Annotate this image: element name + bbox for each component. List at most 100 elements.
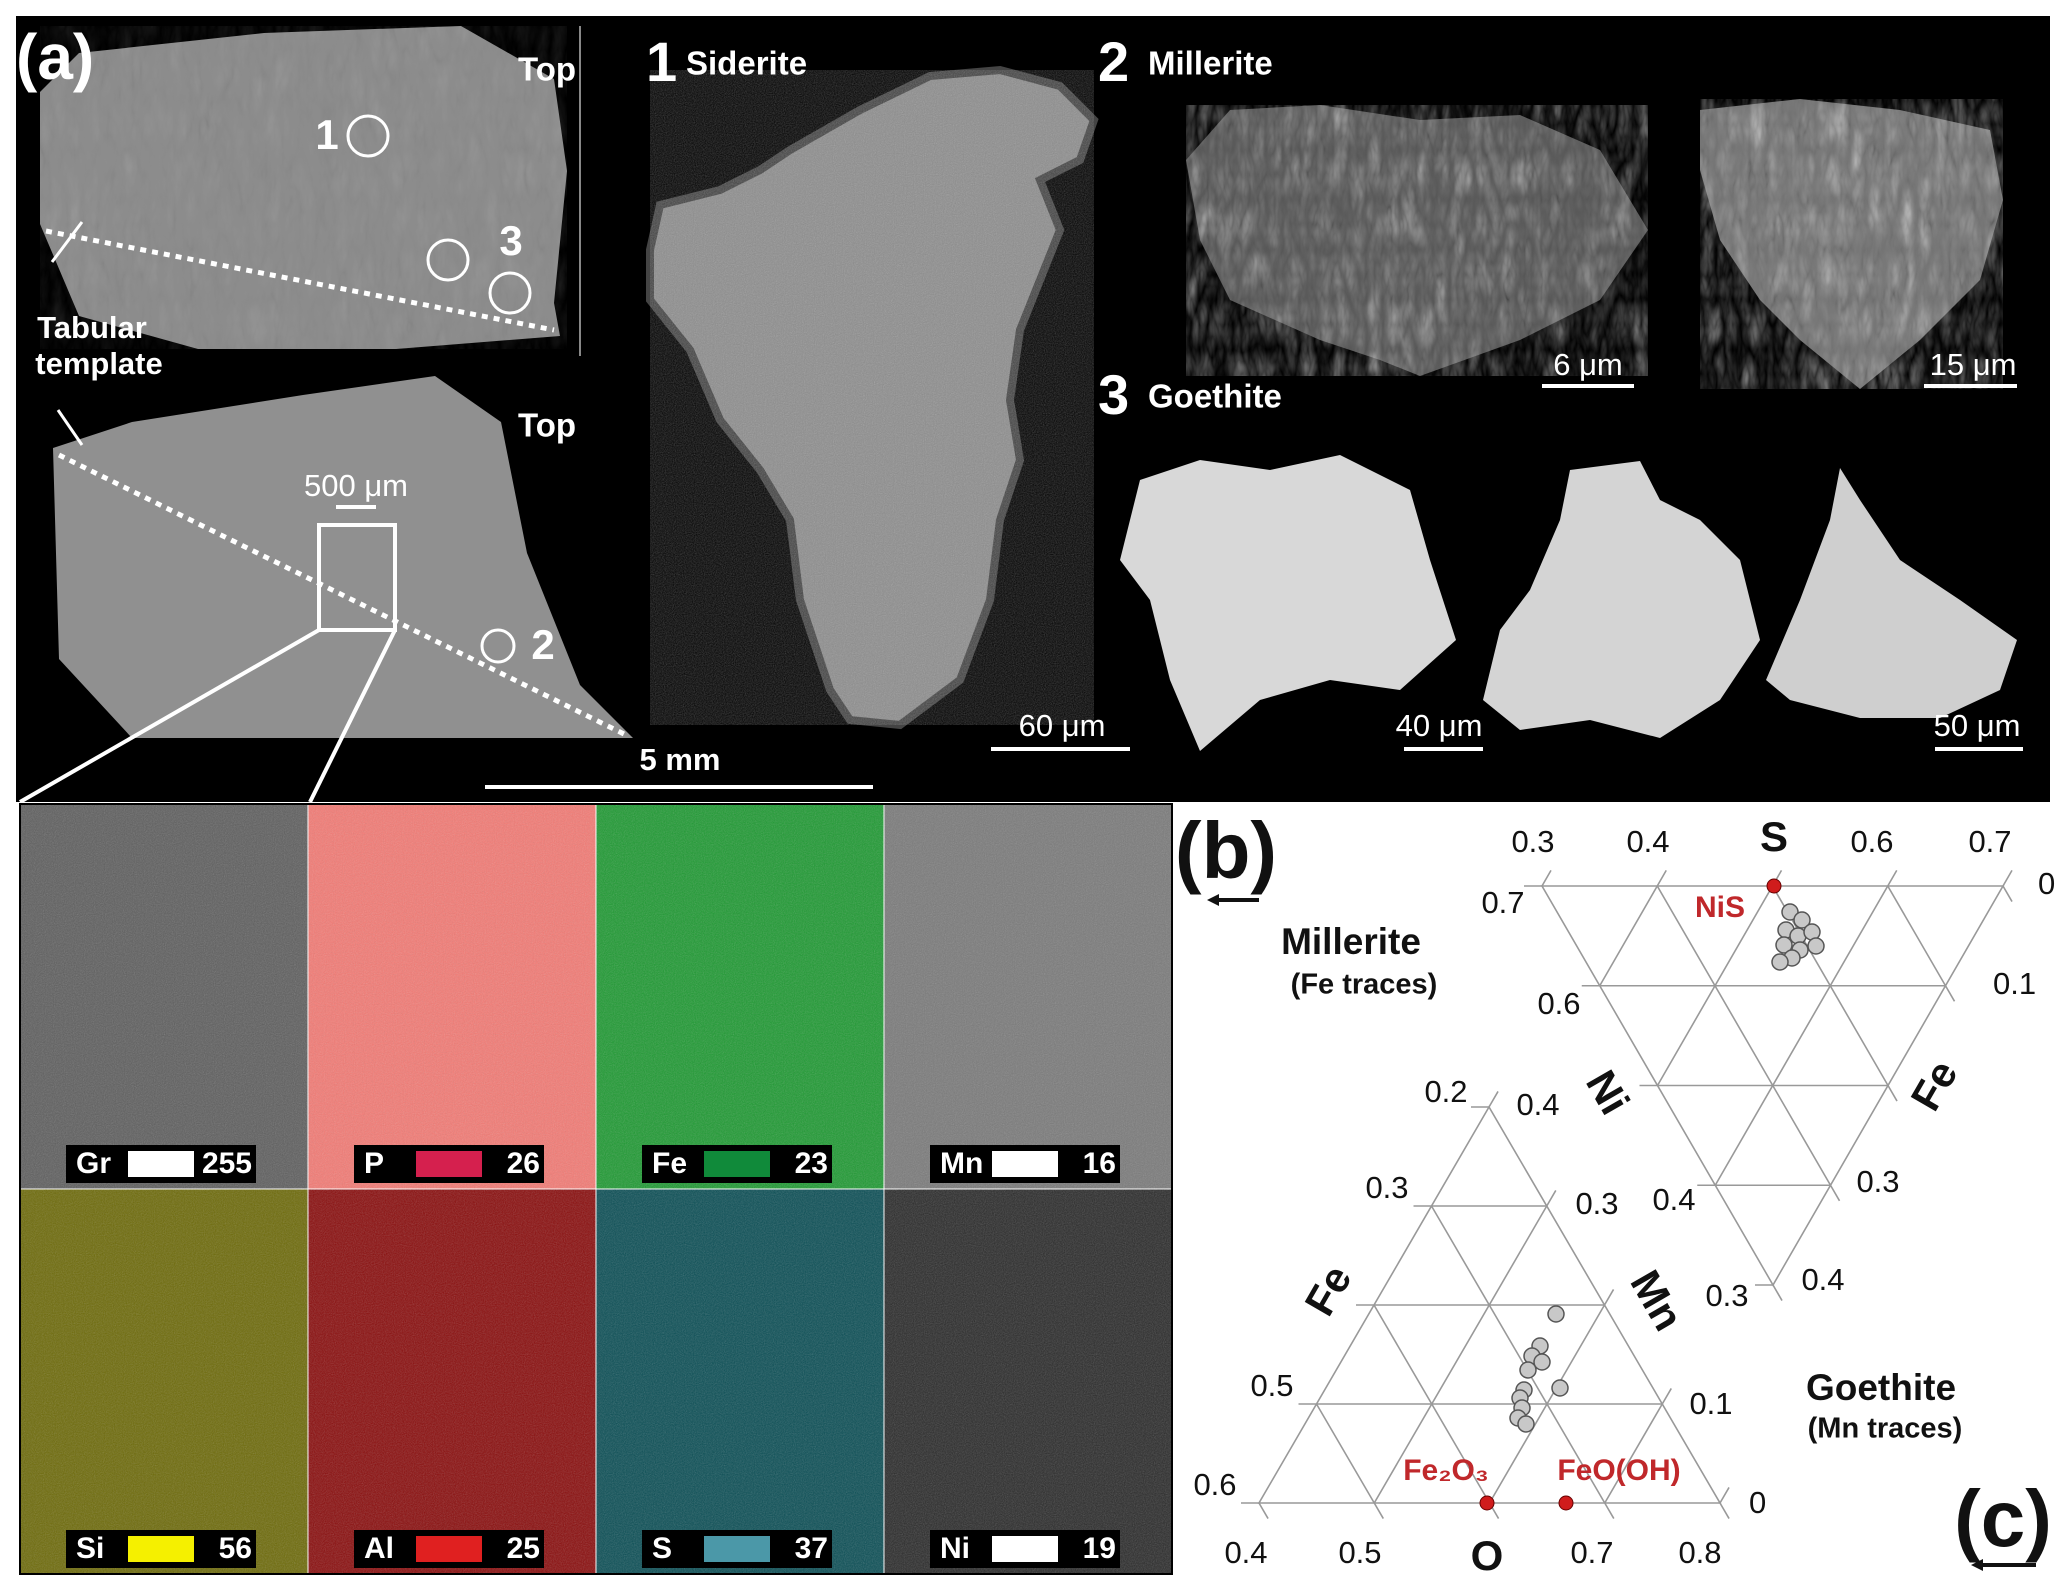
count-label: 23: [795, 1147, 828, 1180]
ternary-tick: [1772, 1284, 1783, 1301]
color-swatch: [992, 1151, 1058, 1177]
ternary-tick: [1719, 1487, 1730, 1504]
count-label: 37: [795, 1532, 828, 1565]
ternary-grid-line: [1488, 1304, 1606, 1504]
ternary-grid-line: [1373, 1205, 1548, 1504]
reference-label: Fe₂O₃: [1403, 1454, 1489, 1487]
color-swatch: [704, 1151, 770, 1177]
ternary-tick: [1603, 1289, 1615, 1306]
map-texture: [308, 1189, 596, 1574]
mineral-number: 2: [1098, 30, 1129, 93]
ternary-subtitle: (Mn traces): [1808, 1413, 1963, 1445]
ternary-tick: [1887, 1085, 1898, 1102]
tick-label: 0.5: [1250, 1368, 1293, 1403]
tick-label: 0.3: [1705, 1278, 1748, 1313]
ternary-subtitle: (Fe traces): [1291, 969, 1438, 1001]
tick-label: 0.4: [1516, 1087, 1559, 1122]
ternary-grid-line: [1604, 1403, 1663, 1504]
element-label: Si: [76, 1532, 104, 1565]
tick-label: 0: [2038, 866, 2055, 901]
tick-label: 0.3: [1575, 1186, 1618, 1221]
scale-label: 5 mm: [640, 742, 721, 777]
site-label: 3: [499, 217, 522, 264]
map-texture: [884, 1189, 1172, 1574]
annotation: Tabular: [37, 310, 147, 345]
tick-label: 0.3: [1856, 1164, 1899, 1199]
ternary-tick: [2002, 885, 2013, 902]
ternary-title: Goethite: [1806, 1367, 1956, 1408]
ternary-tick: [2002, 870, 2013, 887]
annotation: template: [35, 346, 162, 381]
map-texture: [308, 804, 596, 1189]
map-texture: [596, 804, 884, 1189]
count-label: 56: [219, 1532, 252, 1565]
axis-label: S: [1760, 813, 1788, 860]
element-label: Al: [364, 1532, 394, 1565]
orientation-label: Top: [518, 407, 576, 444]
ternary-tick: [1944, 985, 1956, 1002]
ternary-tick: [1546, 1190, 1557, 1207]
scale-label: 40 μm: [1396, 708, 1483, 743]
ternary-b-labels: (b) Millerite (Fe traces) 0.3 0.4 S 0.6 …: [1175, 806, 2055, 1313]
ternary-grid-line: [1430, 1205, 1606, 1504]
mineral-name: Millerite: [1148, 45, 1273, 82]
count-label: 26: [507, 1147, 540, 1180]
map-texture: [20, 804, 308, 1189]
reference-label: NiS: [1695, 891, 1745, 924]
tick-label: 0.4: [1801, 1262, 1844, 1297]
ternary-b: [1524, 870, 2013, 1301]
tick-label: 0.6: [1537, 986, 1580, 1021]
ternary-tick: [1656, 870, 1667, 887]
panel-label: (c): [1954, 1474, 2052, 1563]
axis-label: O: [1471, 1532, 1504, 1579]
scale-label: 6 μm: [1553, 347, 1623, 382]
element-label: Ni: [940, 1532, 970, 1565]
tick-label: 0.4: [1626, 824, 1669, 859]
map-texture: [884, 804, 1172, 1189]
element-label: Mn: [940, 1147, 983, 1180]
scale-label: 15 μm: [1930, 347, 2017, 382]
tick-label: 0.4: [1652, 1182, 1695, 1217]
ternary-grid-line: [1656, 885, 1832, 1186]
element-label: Fe: [652, 1147, 687, 1180]
ternary-tick: [1829, 1184, 1841, 1202]
color-swatch: [416, 1536, 482, 1562]
site-label: 2: [531, 621, 554, 668]
scale-label: 50 μm: [1934, 708, 2021, 743]
count-label: 25: [507, 1532, 540, 1565]
tick-label: 0.6: [1193, 1467, 1236, 1502]
count-label: 16: [1083, 1147, 1116, 1180]
tick-label: 0.4: [1224, 1535, 1267, 1570]
orientation-label: Top: [518, 51, 576, 88]
tick-label: 0: [1749, 1485, 1766, 1520]
mineral-number: 1: [646, 30, 677, 93]
tick-label: 0.7: [1570, 1535, 1613, 1570]
ternary-grid-line: [1599, 885, 1658, 987]
count-label: 255: [202, 1147, 252, 1180]
ternary-tick: [1719, 1502, 1730, 1519]
element-label: S: [652, 1532, 672, 1565]
ternary-grid-line: [1887, 885, 1947, 987]
color-swatch: [416, 1151, 482, 1177]
tick-label: 0.5: [1338, 1535, 1381, 1570]
tick-label: 0.7: [1481, 885, 1524, 920]
ternary-c-labels: (c) Goethite (Mn traces) 0.2 0.3 Fe 0.5 …: [1193, 1074, 2051, 1579]
ternary-tick: [1661, 1388, 1672, 1405]
tick-label: 0.3: [1511, 824, 1554, 859]
tick-label: 0.1: [1689, 1386, 1732, 1421]
ternary-grid-line: [1315, 1403, 1375, 1504]
map-frame: [19, 803, 1173, 1575]
color-swatch: [992, 1536, 1058, 1562]
ternary-tick: [1604, 1502, 1615, 1519]
scale-label: 500 μm: [304, 468, 408, 503]
axis-label: Fe: [1901, 1052, 1966, 1118]
axis-label: Fe: [1295, 1257, 1360, 1323]
mineral-number: 3: [1098, 363, 1129, 426]
axis-label: Mn: [1621, 1262, 1692, 1338]
color-swatch: [704, 1536, 770, 1562]
ternary-tick: [1541, 870, 1552, 887]
color-swatch: [128, 1151, 194, 1177]
scale-label: 60 μm: [1019, 708, 1106, 743]
map-texture: [20, 1189, 308, 1574]
